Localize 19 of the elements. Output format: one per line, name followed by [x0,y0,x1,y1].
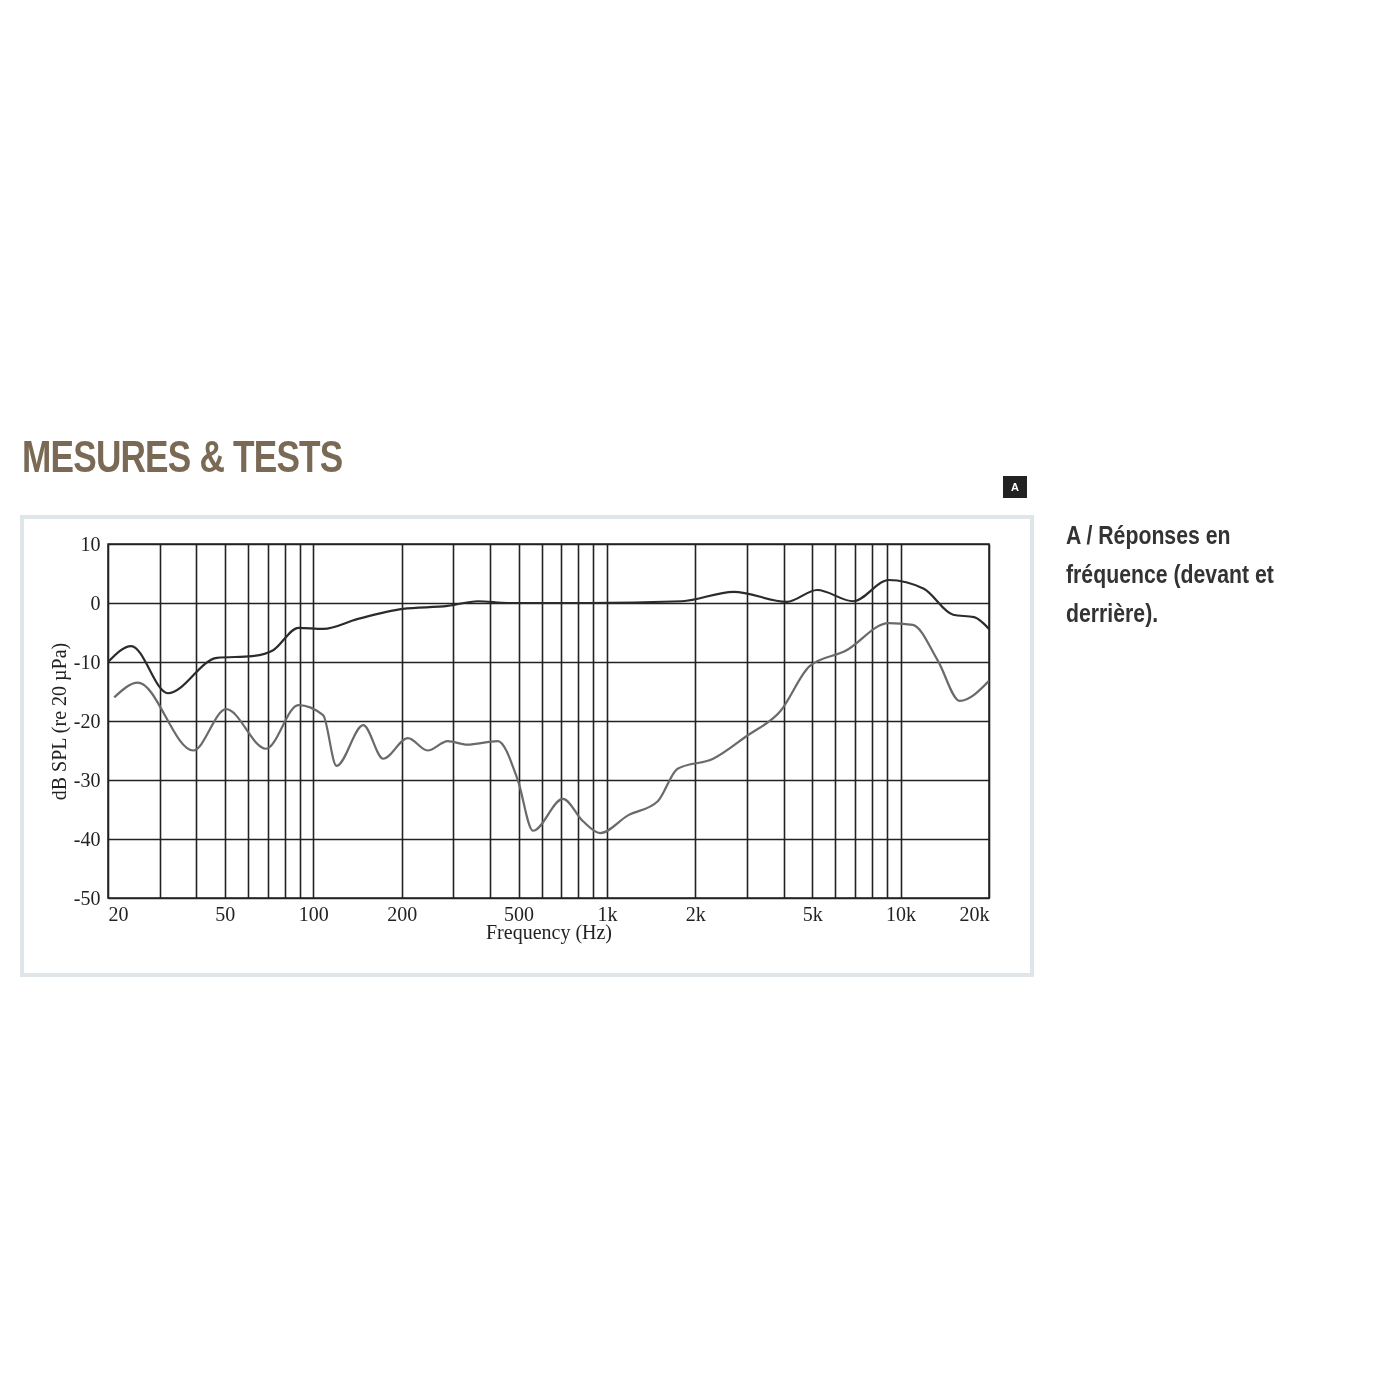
x-tick-label: 50 [215,902,236,925]
y-tick-label: 0 [90,591,101,614]
x-tick-label: 20k [959,902,990,925]
chart-title: MESURES & TESTS [22,432,343,482]
y-tick-label: -50 [73,886,101,909]
y-tick-label: -30 [73,768,101,791]
y-tick-label: -20 [73,709,101,732]
text: A [1003,476,1027,498]
y-tick-label: -40 [73,827,101,850]
y-axis-title: dB SPL (re 20 µPa) [47,642,71,801]
x-tick-label: 20 [108,902,129,925]
x-tick-label: 100 [298,902,329,925]
y-tick-label: 10 [80,532,101,555]
x-tick-label: 5k [802,902,823,925]
y-tick-label: -10 [73,650,101,673]
x-tick-label: 2k [685,902,706,925]
text: A / Réponses en fréquence (devant et derrière). [1066,520,1275,629]
x-tick-label: 200 [387,902,418,925]
x-tick-label: 10k [886,902,917,925]
